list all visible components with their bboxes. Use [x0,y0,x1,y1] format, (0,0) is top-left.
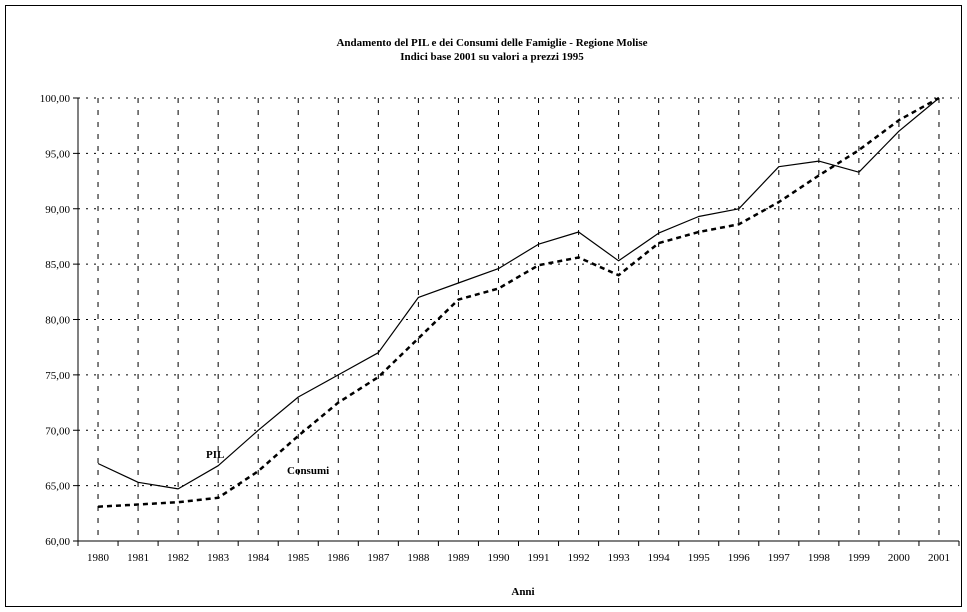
y-tick-labels: 60,00 65,00 70,00 75,00 80,00 85,00 90,00 95,00… [40,93,71,548]
y-tick-label: 100,00 [40,93,71,105]
x-tick-label: 1988 [407,552,430,564]
gridlines [78,97,959,541]
x-tick-label: 1986 [327,552,350,564]
x-tick-label: 1982 [167,552,189,564]
x-tick-label: 1985 [287,552,310,564]
x-tick-label: 1999 [848,552,871,564]
x-tick-label: 1983 [207,552,230,564]
y-tick-label: 95,00 [45,148,70,160]
y-tick-label: 75,00 [45,370,70,382]
x-axis-label: Anni [511,586,534,598]
x-tick-label: 1980 [87,552,110,564]
x-tick-label: 1989 [447,552,470,564]
x-tick-label: 1997 [768,552,791,564]
series-line-consumi [97,96,940,508]
chart-frame: Andamento del PIL e dei Consumi delle Fa… [5,5,962,607]
line-chart: Andamento del PIL e dei Consumi delle Fa… [40,37,960,598]
x-tick-label: 2001 [928,552,950,564]
y-tick-label: 70,00 [45,425,70,437]
x-tick-label: 1981 [127,552,149,564]
x-tick-labels: 1980 1981 1982 1983 1984 1985 1986 1987 1988 1989… [87,552,950,564]
series-lines [97,96,940,508]
y-tick-label: 85,00 [45,259,70,271]
x-tick-label: 1998 [808,552,831,564]
series-label-consumi: Consumi [287,465,329,477]
x-tick-label: 1991 [528,552,550,564]
x-tick-label: 2000 [888,552,911,564]
x-tick-label: 1987 [367,552,390,564]
x-tick-label: 1996 [728,552,751,564]
y-tick-label: 65,00 [45,481,70,493]
x-tick-label: 1984 [247,552,270,564]
x-tick-label: 1990 [487,552,510,564]
y-tick-label: 60,00 [45,536,70,548]
series-line-pil [97,97,940,490]
series-label-pil: PIL [206,449,224,461]
y-tick-label: 80,00 [45,315,70,327]
x-tick-label: 1993 [608,552,631,564]
x-tick-label: 1994 [648,552,671,564]
chart-subtitle: Indici base 2001 su valori a prezzi 1995 [400,51,584,63]
y-tick-label: 90,00 [45,204,70,216]
axes [73,97,960,546]
chart-title: Andamento del PIL e dei Consumi delle Fa… [336,37,647,49]
x-tick-label: 1995 [688,552,711,564]
x-tick-label: 1992 [568,552,590,564]
